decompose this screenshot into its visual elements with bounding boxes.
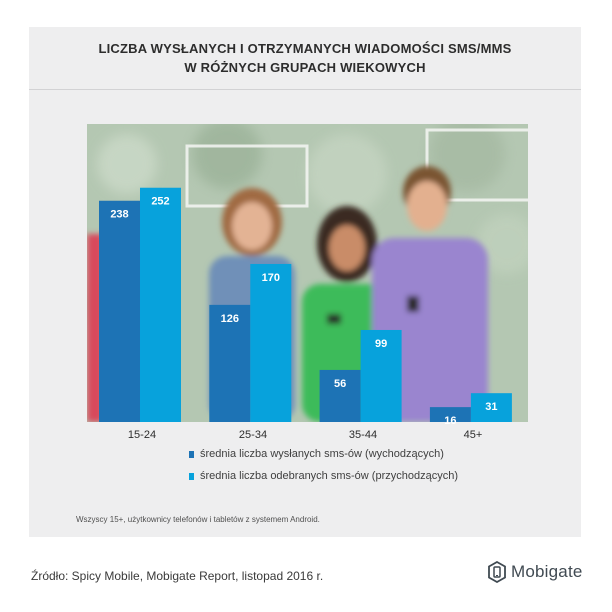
x-tick-25-34: 25-34	[238, 429, 268, 441]
x-tick-35-44: 35-44	[348, 429, 378, 441]
bar-35-44-series-2	[360, 329, 402, 422]
bar-15-24-series-1	[99, 200, 140, 422]
legend-swatch-sent	[189, 450, 194, 458]
bar-chart-svg: 238 252 126 170 56 99 16 31	[99, 187, 512, 427]
bar-25-34-series-1	[209, 304, 251, 422]
brand-logo: Mobigate	[487, 560, 583, 584]
bar-value-label-35-44-series-1: 56	[334, 378, 346, 390]
brand-name: Mobigate	[511, 562, 583, 581]
bar-15-24-series-2	[140, 187, 181, 422]
bar-value-label-25-34-series-1: 126	[221, 313, 239, 325]
bar-value-label-45+-series-2: 31	[485, 401, 497, 413]
legend-label-received: średnia liczba odebranych sms-ów (przych…	[200, 470, 458, 482]
x-tick-45-plus: 45+	[463, 429, 483, 441]
legend-item-sent: średnia liczba wysłanych sms-ów (wychodz…	[189, 443, 458, 465]
mobigate-logo-icon	[488, 561, 506, 583]
chart-title-line-2: W RÓŻNYCH GRUPACH WIEKOWYCH	[184, 60, 426, 75]
infographic-card: LICZBA WYSŁANYCH I OTRZYMANYCH WIADOMOŚC…	[29, 27, 581, 537]
bar-25-34-series-2	[250, 263, 292, 422]
footnote: Wszyscy 15+, użytkownicy telefonów i tab…	[76, 515, 320, 524]
x-tick-15-24: 15-24	[127, 429, 157, 441]
bar-45+-series-1	[429, 407, 471, 422]
bar-value-label-15-24-series-1: 238	[110, 209, 128, 221]
bar-value-label-25-34-series-2: 170	[262, 272, 280, 284]
legend-label-sent: średnia liczba wysłanych sms-ów (wychodz…	[200, 448, 444, 460]
title-divider	[29, 89, 581, 90]
bar-35-44-series-1	[319, 369, 361, 422]
source-text: Źródło: Spicy Mobile, Mobigate Report, l…	[31, 569, 324, 583]
chart-title: LICZBA WYSŁANYCH I OTRZYMANYCH WIADOMOŚC…	[29, 39, 581, 77]
bar-value-label-15-24-series-2: 252	[151, 196, 169, 208]
bar-45+-series-2	[470, 393, 512, 422]
bar-value-label-35-44-series-2: 99	[375, 338, 387, 350]
bar-chart: 238 252 126 170 56 99 16 31	[87, 124, 528, 427]
x-axis-ticks: 15-24 25-34 35-44 45+	[87, 429, 528, 445]
bar-value-label-45+-series-1: 16	[444, 415, 456, 427]
chart-legend: średnia liczba wysłanych sms-ów (wychodz…	[189, 443, 458, 487]
legend-item-received: średnia liczba odebranych sms-ów (przych…	[189, 465, 458, 487]
legend-swatch-received	[189, 472, 194, 480]
chart-title-line-1: LICZBA WYSŁANYCH I OTRZYMANYCH WIADOMOŚC…	[98, 41, 512, 56]
